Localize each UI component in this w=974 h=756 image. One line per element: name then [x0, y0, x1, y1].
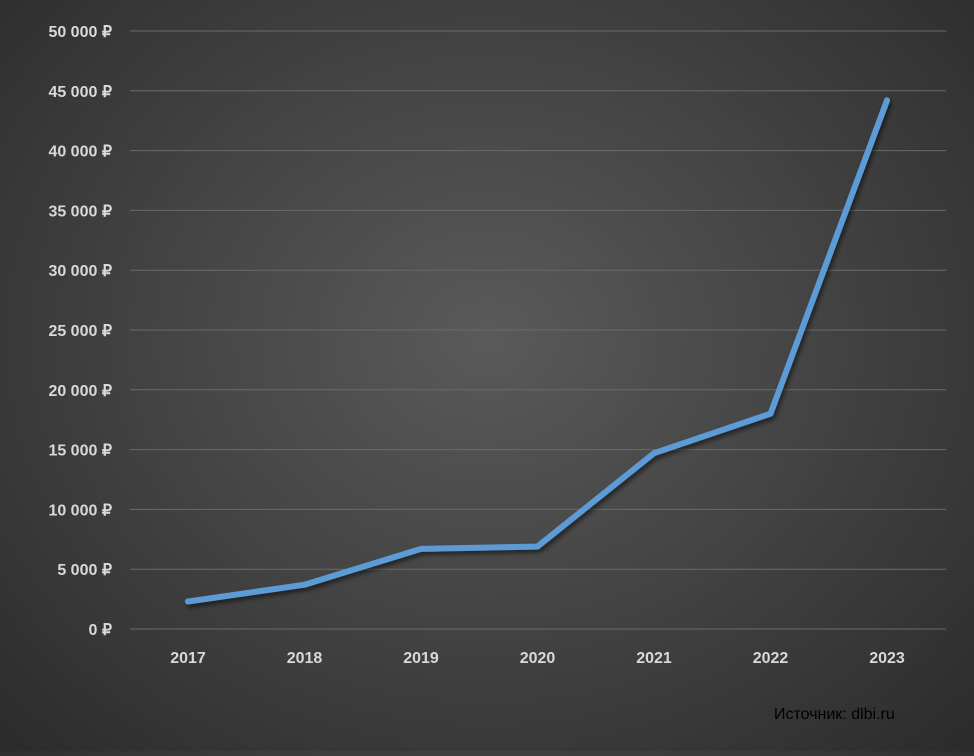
x-axis-tick-labels: 2017 2018 2019 2020 2021 2022 2023	[170, 650, 905, 667]
y-tick-label: 0 ₽	[88, 622, 112, 639]
y-tick-label: 35 000 ₽	[48, 203, 112, 220]
data-point	[418, 545, 424, 552]
x-tick-label: 2019	[403, 650, 439, 667]
y-tick-label: 5 000 ₽	[57, 562, 112, 579]
y-tick-label: 25 000 ₽	[48, 323, 112, 340]
y-tick-label: 50 000 ₽	[48, 24, 112, 41]
source-note: Источник: dlbi.ru	[774, 706, 895, 723]
series	[185, 97, 890, 605]
data-point	[651, 450, 657, 457]
data-point	[185, 598, 191, 605]
x-tick-label: 2020	[520, 650, 556, 667]
series-line	[185, 97, 890, 605]
x-tick-label: 2022	[753, 650, 789, 667]
data-point	[884, 97, 890, 104]
x-tick-label: 2023	[869, 650, 905, 667]
grid-lines	[130, 30, 946, 630]
data-point	[301, 581, 308, 588]
y-axis-tick-labels: 0 ₽ 5 000 ₽ 10 000 ₽ 15 000 ₽ 20 000 ₽ 25 000…	[48, 24, 112, 639]
y-tick-label: 30 000 ₽	[48, 263, 112, 280]
y-tick-label: 15 000 ₽	[48, 443, 112, 460]
y-tick-label: 20 000 ₽	[48, 383, 112, 400]
y-tick-label: 45 000 ₽	[48, 84, 112, 101]
x-tick-label: 2018	[287, 650, 323, 667]
data-point	[767, 410, 774, 417]
x-tick-label: 2017	[170, 650, 206, 667]
data-point	[534, 543, 541, 550]
y-tick-label: 40 000 ₽	[48, 144, 112, 161]
x-tick-label: 2021	[636, 650, 672, 667]
y-tick-label: 10 000 ₽	[48, 502, 112, 519]
